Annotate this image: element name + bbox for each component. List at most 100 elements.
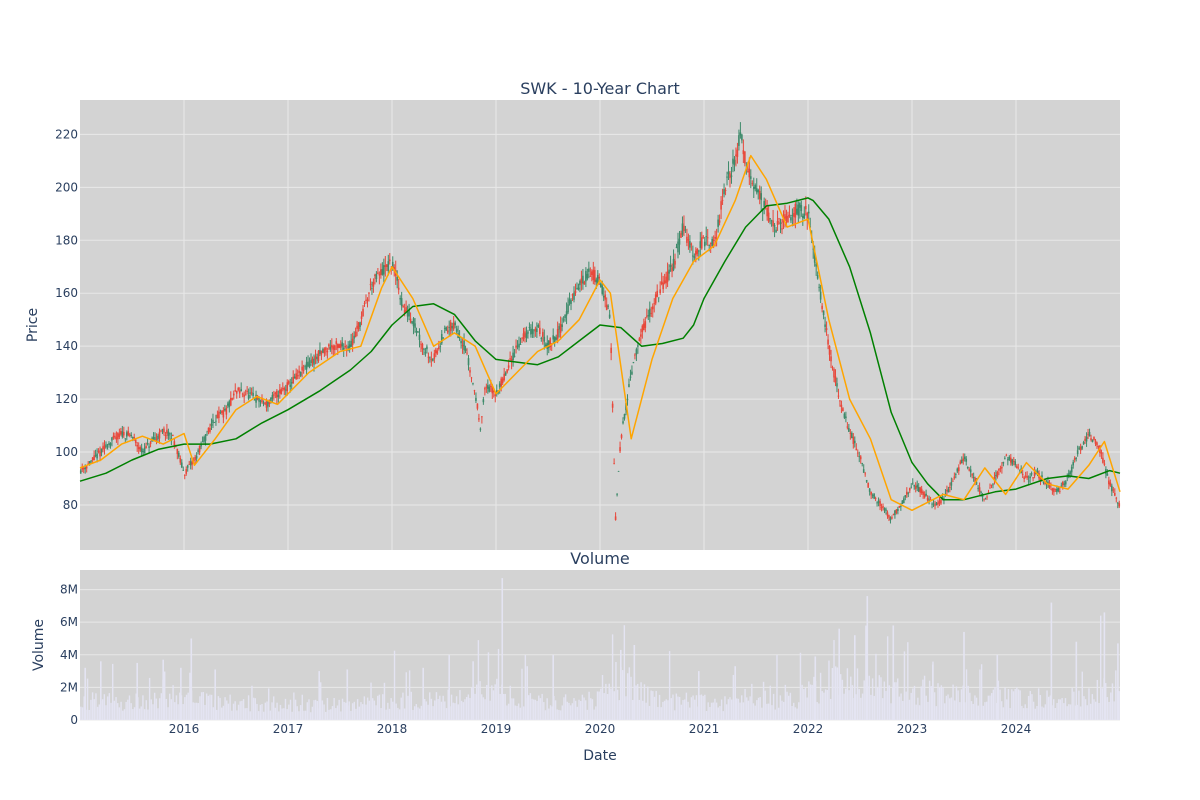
candle-body xyxy=(212,419,214,424)
date-x-tick-label: 2022 xyxy=(793,722,824,736)
candle-body xyxy=(856,452,859,454)
candle-body xyxy=(741,134,743,141)
volume-bar xyxy=(779,695,782,720)
candle-body xyxy=(516,345,519,347)
candle-body xyxy=(993,476,996,480)
volume-bar xyxy=(316,700,319,720)
volume-bar xyxy=(1007,689,1010,720)
candle-body xyxy=(127,431,130,436)
volume-bar xyxy=(942,687,944,720)
candle-body xyxy=(917,486,920,492)
volume-bar xyxy=(848,690,850,720)
volume-bar xyxy=(967,685,969,720)
volume-bar xyxy=(487,652,490,720)
candle-body xyxy=(1007,459,1009,461)
candle-body xyxy=(218,411,220,418)
volume-bar xyxy=(476,684,478,720)
candle-body xyxy=(565,311,568,316)
candle-body xyxy=(255,394,257,403)
candle-body xyxy=(1005,454,1008,456)
volume-bar xyxy=(950,697,953,720)
candle-body xyxy=(969,469,972,473)
volume-bar xyxy=(405,672,407,720)
volume-bar xyxy=(86,678,89,720)
candle-body xyxy=(350,340,352,347)
volume-bar xyxy=(663,700,666,720)
volume-bar xyxy=(746,697,748,720)
candle-body xyxy=(751,183,754,185)
volume-bar xyxy=(920,686,922,720)
candle-body xyxy=(799,203,801,208)
volume-bar xyxy=(153,692,156,720)
candle-body xyxy=(553,336,556,343)
candle-body xyxy=(91,457,94,461)
candle-body xyxy=(1032,477,1034,479)
volume-bar xyxy=(204,704,206,720)
candle-body xyxy=(871,495,874,496)
volume-bar xyxy=(704,694,706,720)
volume-bar xyxy=(108,693,111,720)
volume-bar xyxy=(320,682,322,720)
candle-body xyxy=(889,517,892,521)
volume-bar xyxy=(796,708,798,720)
volume-bar xyxy=(1068,704,1070,720)
candle-body xyxy=(175,446,177,447)
volume-bar xyxy=(1100,615,1102,720)
volume-bar xyxy=(491,685,493,720)
volume-bar xyxy=(559,710,562,720)
volume-bar xyxy=(462,702,464,720)
volume-bar xyxy=(1089,703,1092,720)
volume-bar xyxy=(621,670,624,720)
volume-bar xyxy=(1034,708,1036,720)
volume-bar xyxy=(782,701,785,720)
candle-body xyxy=(293,376,296,379)
volume-bar xyxy=(601,674,604,720)
candle-body xyxy=(396,277,398,281)
volume-bar xyxy=(861,693,864,720)
candle-body xyxy=(683,225,685,232)
candle-body xyxy=(558,326,560,330)
candle-body xyxy=(996,472,999,477)
candle-body xyxy=(1030,473,1033,475)
volume-bar xyxy=(645,702,647,720)
volume-bar xyxy=(692,695,694,720)
candle-body xyxy=(1066,476,1069,478)
volume-bar xyxy=(578,699,580,720)
volume-bar xyxy=(470,687,473,720)
candle-body xyxy=(228,401,231,408)
candle-body xyxy=(484,388,486,390)
candle-body xyxy=(714,236,716,239)
candle-body xyxy=(360,316,363,319)
candle-body xyxy=(134,439,137,443)
candle-body xyxy=(724,190,727,192)
volume-bar xyxy=(908,699,911,720)
candle-body xyxy=(507,365,510,368)
volume-bar xyxy=(836,667,839,720)
volume-bar xyxy=(903,651,906,720)
candle-body xyxy=(299,371,302,376)
volume-bar xyxy=(690,697,693,720)
volume-bars xyxy=(80,578,1120,720)
candle-body xyxy=(536,328,538,333)
volume-bar xyxy=(351,703,354,720)
volume-bar xyxy=(375,705,377,720)
candle-body xyxy=(1027,480,1030,482)
candle-body xyxy=(843,413,846,418)
volume-bar xyxy=(517,703,520,720)
volume-bar xyxy=(128,695,131,720)
candle-body xyxy=(1021,473,1024,475)
candle-body xyxy=(845,416,847,419)
volume-bar xyxy=(370,682,372,720)
volume-bar xyxy=(150,699,152,720)
volume-bar xyxy=(343,701,345,720)
volume-bar xyxy=(799,652,802,720)
candle-body xyxy=(386,264,388,267)
volume-bar xyxy=(306,702,308,720)
volume-bar xyxy=(365,704,367,720)
volume-bar xyxy=(1088,688,1090,720)
candle-body xyxy=(953,476,956,479)
volume-bar xyxy=(123,709,126,720)
candle-body xyxy=(616,494,618,496)
candle-body xyxy=(1026,475,1028,478)
